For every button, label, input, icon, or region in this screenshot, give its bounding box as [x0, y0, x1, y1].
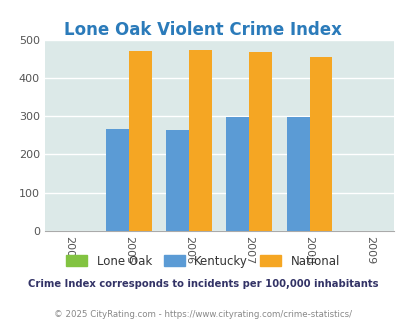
Bar [129, 51, 151, 231]
Bar [226, 116, 249, 231]
Bar [166, 130, 189, 231]
Bar [249, 52, 271, 231]
Bar [309, 57, 332, 231]
Bar [106, 129, 129, 231]
Legend: Lone Oak, Kentucky, National: Lone Oak, Kentucky, National [61, 250, 344, 273]
Bar [189, 50, 211, 231]
Bar [286, 117, 309, 231]
Text: Lone Oak Violent Crime Index: Lone Oak Violent Crime Index [64, 21, 341, 39]
Text: Crime Index corresponds to incidents per 100,000 inhabitants: Crime Index corresponds to incidents per… [28, 279, 377, 289]
Text: © 2025 CityRating.com - https://www.cityrating.com/crime-statistics/: © 2025 CityRating.com - https://www.city… [54, 310, 351, 319]
